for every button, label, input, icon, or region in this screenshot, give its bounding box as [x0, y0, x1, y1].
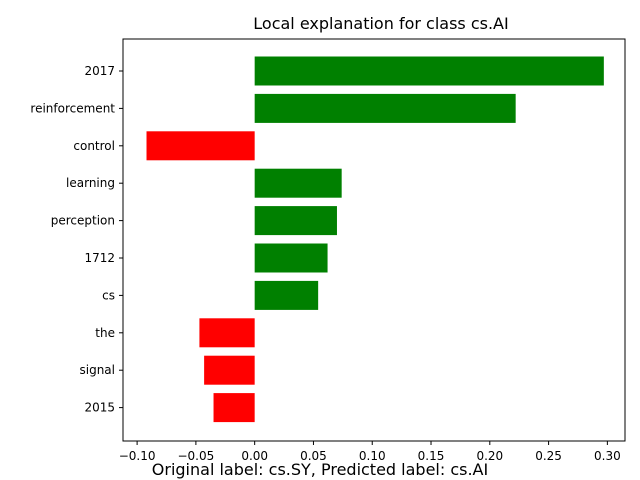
bar-cs	[254, 280, 319, 310]
chart-caption: Original label: cs.SY, Predicted label: …	[152, 460, 488, 479]
x-tick-label: −0.10	[119, 449, 156, 463]
x-tick-label: 0.00	[241, 449, 268, 463]
y-tick-label: perception	[51, 214, 115, 228]
bar-the	[199, 318, 255, 348]
x-tick-label: 0.05	[300, 449, 327, 463]
y-tick-label: cs	[102, 288, 115, 302]
y-tick-label: 2015	[84, 401, 115, 415]
bar-1712	[254, 243, 328, 273]
bar-learning	[254, 168, 342, 198]
x-axis: −0.10 −0.05 0.00 0.05 0.10 0.15 0.20 0.25 0.30	[119, 441, 621, 463]
bar-reinforcement	[254, 93, 516, 123]
x-tick-label: 0.10	[359, 449, 386, 463]
x-tick-label: −0.05	[177, 449, 214, 463]
chart-title: Local explanation for class cs.AI	[253, 14, 508, 33]
x-tick-label: 0.30	[594, 449, 621, 463]
x-tick-label: 0.25	[535, 449, 562, 463]
x-tick-label: 0.15	[418, 449, 445, 463]
y-tick-label: 1712	[84, 251, 115, 265]
bar-control	[146, 131, 255, 161]
bar-2017	[254, 56, 604, 86]
y-tick-label: signal	[80, 363, 116, 377]
bars-layer	[146, 56, 604, 423]
y-tick-label: learning	[66, 176, 115, 190]
y-tick-label: control	[73, 139, 115, 153]
bar-perception	[254, 206, 337, 236]
y-tick-label: the	[95, 326, 115, 340]
y-tick-label: 2017	[84, 64, 115, 78]
x-tick-label: 0.20	[476, 449, 503, 463]
bar-2015	[213, 393, 255, 423]
y-tick-label: reinforcement	[30, 101, 115, 115]
bar-signal	[204, 355, 255, 385]
plot-frame	[122, 38, 626, 442]
y-axis: 2017 reinforcement control learning percepti…	[30, 64, 123, 415]
